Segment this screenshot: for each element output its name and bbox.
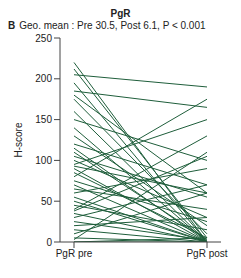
svg-text:200: 200 <box>35 73 52 84</box>
svg-text:H-score: H-score <box>13 122 24 157</box>
svg-text:PgR pre: PgR pre <box>56 248 93 259</box>
html-text:B Geo. mean : Pre 30.5, Post 6: B Geo. mean : Pre 30.5, Post 6.1, P < 0.… <box>8 20 206 31</box>
svg-text:50: 50 <box>41 196 53 207</box>
svg-text:PgR post: PgR post <box>186 248 227 259</box>
svg-text:250: 250 <box>35 33 52 44</box>
svg-text:100: 100 <box>35 155 52 166</box>
svg-text:150: 150 <box>35 114 52 125</box>
svg-text:0: 0 <box>46 237 52 248</box>
html-text:PgR: PgR <box>110 8 131 19</box>
